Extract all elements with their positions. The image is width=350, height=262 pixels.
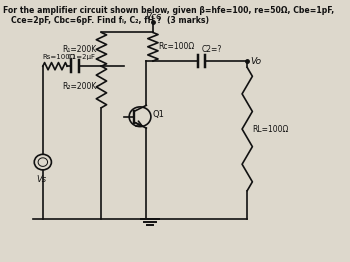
Text: For the amplifier circuit shown below, given β=hfe=100, re=50Ω, Cbe=1pF,: For the amplifier circuit shown below, g… <box>3 6 334 15</box>
Text: Vs: Vs <box>36 174 47 184</box>
Text: RL=100Ω: RL=100Ω <box>252 124 289 134</box>
Text: C1=2μF: C1=2μF <box>67 54 95 61</box>
Text: R₁=200K: R₁=200K <box>62 45 96 54</box>
Text: Vo: Vo <box>251 57 262 66</box>
Text: Rc=100Ω: Rc=100Ω <box>158 42 194 51</box>
Text: Vcc: Vcc <box>145 12 161 21</box>
Text: Cce=2pF, Cbc=6pF. Find fₗ, C₂, fΗ ?  (3 marks): Cce=2pF, Cbc=6pF. Find fₗ, C₂, fΗ ? (3 m… <box>12 17 209 25</box>
Text: R₂=200K: R₂=200K <box>62 83 96 91</box>
Text: Q1: Q1 <box>152 110 164 119</box>
Text: Rs=100Ω: Rs=100Ω <box>43 54 76 61</box>
Text: C2=?: C2=? <box>202 45 223 54</box>
